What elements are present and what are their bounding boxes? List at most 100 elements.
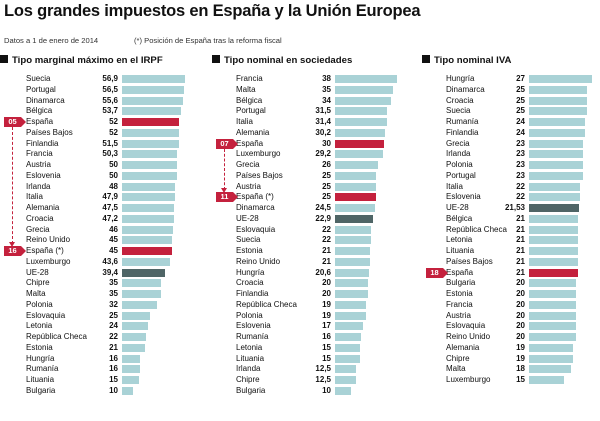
position-change-arrow (221, 148, 227, 193)
chart-row: Bulgaria 10 (0, 386, 190, 396)
chart-row: Bélgica 34 (212, 96, 412, 106)
chart-row: Eslovaquia 22 (212, 225, 412, 235)
value-label: 34 (322, 95, 331, 105)
chart-row: España 21 (422, 268, 600, 278)
chart-row: Reino Unido 20 (422, 332, 600, 342)
bar (335, 376, 356, 384)
category-label: Luxemburgo (236, 149, 281, 159)
bar (122, 376, 139, 384)
category-label: Grecia (446, 138, 470, 148)
bar (529, 182, 581, 191)
value-label: 12,5 (315, 364, 331, 374)
chart-row: Estonia 21 (212, 246, 412, 256)
category-label: Bélgica (446, 213, 473, 223)
category-label: Reino Unido (26, 235, 71, 245)
value-label: 20 (516, 332, 525, 341)
category-label: Eslovaquia (26, 310, 66, 320)
chart-row: Chipre 19 (422, 354, 600, 364)
category-label: Hungría (236, 267, 265, 277)
value-label: 50 (109, 170, 118, 180)
chart-row: Rumanía 16 (212, 332, 412, 342)
bar-eu-28 (335, 214, 373, 223)
bar (122, 386, 133, 395)
category-label: Austria (26, 160, 51, 169)
bar (122, 236, 172, 245)
category-label: Portugal (26, 84, 56, 94)
category-label: Malta (236, 84, 256, 94)
chart-row: Austria 20 (422, 311, 600, 321)
bar (335, 225, 372, 234)
value-label: 45 (109, 246, 118, 255)
value-label: 25 (322, 181, 331, 191)
bar-spain (122, 118, 180, 126)
value-label: 23 (516, 160, 525, 169)
category-label: Bulgaria (446, 278, 476, 288)
value-label: 21 (516, 246, 525, 255)
bar (122, 204, 175, 212)
bar (335, 257, 370, 266)
bar (335, 343, 360, 352)
bar (335, 311, 367, 320)
value-label: 29,2 (315, 149, 331, 159)
bar (529, 85, 588, 94)
value-label: 20 (516, 299, 525, 309)
value-label: 23 (516, 149, 525, 159)
chart-row: UE-28 21,53 (422, 203, 600, 213)
category-label: Malta (446, 364, 466, 374)
chart-row: República Checa 21 (422, 225, 600, 235)
bar (335, 333, 362, 341)
chart-row: Luxemburgo 15 (422, 375, 600, 385)
category-label: Polonia (236, 310, 263, 320)
value-label: 21 (516, 256, 525, 266)
category-label: Hungría (446, 74, 475, 83)
bar (529, 354, 574, 363)
category-label: Hungría (26, 353, 55, 363)
category-label: Austria (236, 181, 261, 191)
chart-row: Luxemburgo 29,2 (212, 149, 412, 159)
value-label: 43,6 (102, 256, 118, 266)
chart-row: Estonia 21 (0, 343, 190, 353)
bar-spain (335, 193, 377, 202)
value-label: 20 (322, 289, 331, 298)
category-label: Malta (26, 289, 46, 298)
value-label: 10 (322, 385, 331, 395)
bar (122, 139, 179, 148)
category-label: Francia (446, 299, 473, 309)
bar (122, 279, 161, 288)
category-label: Estonia (236, 246, 263, 255)
chart-row: Eslovenia 22 (422, 192, 600, 202)
bar (335, 279, 368, 288)
value-label: 53,7 (102, 106, 118, 116)
category-label: Polonia (26, 299, 53, 309)
category-label: Francia (236, 74, 263, 83)
rank-marker: 07 (216, 138, 238, 149)
category-label: República Checa (26, 332, 87, 341)
category-label: Chipre (236, 375, 260, 384)
category-label: Bulgaria (236, 385, 266, 395)
value-label: 35 (322, 84, 331, 94)
category-label: Croacia (236, 278, 264, 288)
category-label: Letonia (26, 321, 53, 331)
value-label: 19 (322, 310, 331, 320)
value-label: 17 (322, 321, 331, 331)
bar (529, 75, 592, 83)
chart-row: Reino Unido 45 (0, 235, 190, 245)
chart-row: Austria 50 (0, 160, 190, 170)
category-label: Bélgica (236, 95, 263, 105)
category-label: Croacia (446, 95, 474, 105)
value-label: 35 (109, 289, 118, 298)
bar (529, 171, 583, 180)
value-label: 15 (322, 342, 331, 352)
category-label: Países Bajos (236, 170, 283, 180)
category-label: Letonia (236, 342, 263, 352)
page-title: Los grandes impuestos en España y la Uni… (4, 2, 421, 20)
value-label: 31,4 (315, 117, 331, 126)
chart-row: Grecia 23 (422, 139, 600, 149)
chart-row: Dinamarca 55,6 (0, 96, 190, 106)
chart-row: Polonia 32 (0, 300, 190, 310)
value-label: 24 (516, 117, 525, 126)
category-label: Suecia (26, 74, 51, 83)
category-label: Luxemburgo (26, 256, 71, 266)
bar-spain (335, 139, 385, 148)
chart-row: Malta 35 (212, 85, 412, 95)
